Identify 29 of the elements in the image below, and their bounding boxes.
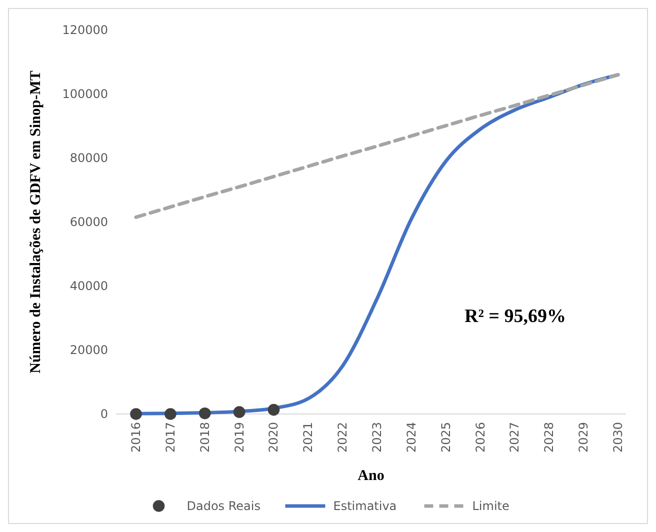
y-tick-label: 80000	[70, 151, 108, 166]
annotation: R² = 95,69%	[464, 306, 566, 327]
x-tick-label: 2025	[438, 422, 453, 453]
legend-label: Dados Reais	[186, 499, 260, 514]
x-tick-label: 2029	[576, 422, 591, 453]
x-tick-label: 2017	[163, 422, 178, 453]
x-tick-label: 2022	[336, 422, 350, 453]
x-tick-label: 2018	[198, 422, 212, 453]
x-tick-label: 2028	[542, 422, 556, 453]
y-tick-label: 40000	[70, 279, 108, 294]
legend-label: Estimativa	[333, 499, 397, 514]
x-tick-label: 2020	[266, 422, 281, 453]
y-tick-label: 60000	[70, 215, 108, 230]
x-tick-label: 2021	[301, 422, 316, 453]
x-tick-label: 2027	[508, 422, 522, 453]
legend-label: Limite	[472, 499, 510, 514]
y-tick-label: 120000	[62, 23, 108, 38]
x-tick-label: 2030	[611, 422, 625, 453]
x-tick-label: 2023	[370, 422, 384, 453]
x-tick-label: 2024	[404, 422, 418, 453]
x-axis-title: Ano	[358, 468, 384, 484]
y-tick-label: 20000	[70, 343, 108, 358]
x-tick-label: 2019	[232, 422, 246, 453]
y-axis-title: Número de Instalações de GDFV em Sinop-MT	[28, 70, 44, 374]
x-tick-label: 2026	[473, 422, 488, 453]
x-tick-label: 2016	[129, 422, 143, 453]
y-tick-label: 0	[100, 407, 108, 422]
line-series	[134, 73, 620, 219]
y-tick-label: 100000	[62, 87, 108, 102]
